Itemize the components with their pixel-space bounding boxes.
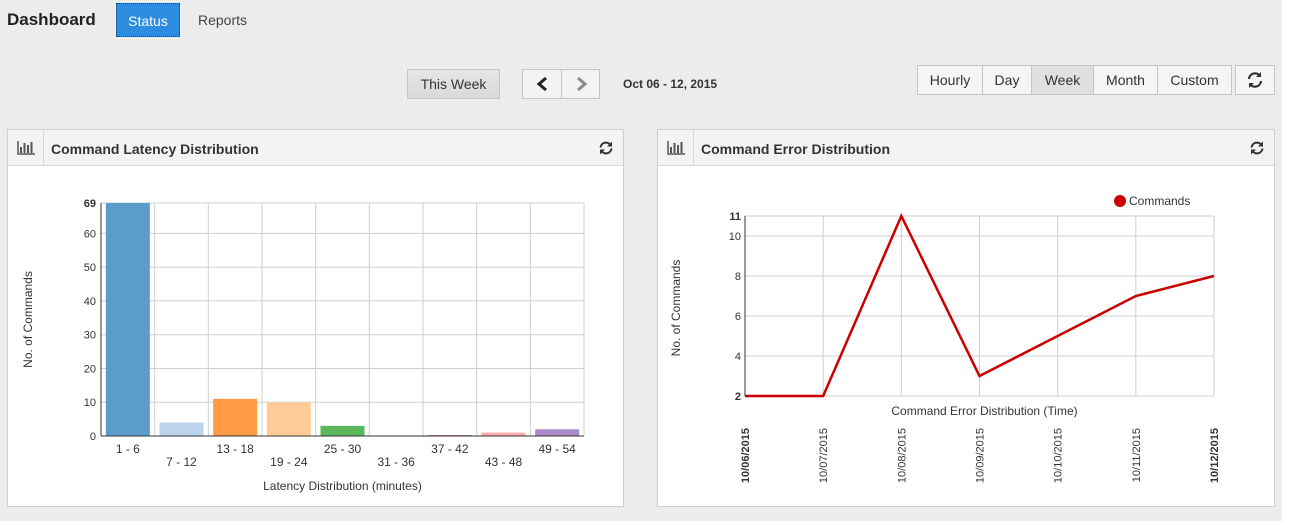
bar — [159, 422, 204, 436]
panel-refresh-icon[interactable] — [1249, 140, 1265, 156]
latency-panel-header: Command Latency Distribution — [8, 130, 623, 166]
y-tick-label: 40 — [84, 296, 96, 308]
scrollbar-gutter — [1282, 0, 1293, 521]
refresh-icon — [1247, 72, 1263, 88]
x-tick-label: 49 - 54 — [538, 442, 576, 456]
previous-week-button[interactable] — [523, 70, 562, 98]
latency-bar-chart: 0 10 20 30 40 50 60 69 1 - 6 7 - 12 13 - 18 19 - 24… — [21, 198, 585, 493]
bar — [213, 398, 258, 436]
y-tick-label: 8 — [735, 271, 741, 283]
tab-reports[interactable]: Reports — [198, 12, 248, 28]
bar — [105, 203, 150, 436]
x-tick-label: 19 - 24 — [270, 455, 308, 469]
refresh-button[interactable] — [1235, 65, 1275, 95]
y-tick-label: 11 — [729, 211, 741, 223]
bar — [481, 432, 526, 436]
y-tick-label: 2 — [735, 391, 741, 403]
x-tick-label: 10/10/2015 — [1053, 428, 1065, 483]
range-day-button[interactable]: Day — [983, 66, 1032, 94]
range-custom-button[interactable]: Custom — [1170, 72, 1219, 88]
latency-panel: Command Latency Distribution 0 10 20 30 40 50… — [7, 129, 624, 507]
chevron-left-icon — [536, 76, 547, 92]
bar — [427, 434, 472, 436]
x-tick-label: 10/11/2015 — [1131, 428, 1143, 482]
x-tick-label: 1 - 6 — [116, 442, 140, 456]
page-title: Dashboard — [7, 10, 96, 29]
bar — [320, 425, 365, 436]
y-axis-title: No. of Commands — [669, 260, 683, 357]
x-tick-label: 7 - 12 — [166, 455, 197, 469]
error-panel-header: Command Error Distribution — [658, 130, 1274, 166]
bar-chart-icon — [17, 141, 35, 155]
y-tick-label: 60 — [84, 228, 96, 240]
error-line-chart: 2 4 6 8 10 11 Commands Command Error Distributi… — [669, 194, 1221, 483]
x-tick-label: 31 - 36 — [377, 455, 415, 469]
week-navigation — [522, 69, 600, 99]
range-month-button[interactable]: Month — [1094, 66, 1158, 94]
x-tick-label: 37 - 42 — [431, 442, 469, 456]
error-panel: Command Error Distribution 2 4 6 8 10 11 Comma… — [657, 129, 1275, 507]
x-tick-label: 10/07/2015 — [818, 428, 830, 483]
x-tick-label: 13 - 18 — [216, 442, 254, 456]
this-week-button[interactable]: This Week — [407, 69, 500, 99]
bar-chart-icon — [667, 141, 685, 155]
x-tick-label: 10/06/2015 — [740, 428, 752, 483]
y-tick-label: 50 — [84, 262, 96, 274]
latency-panel-title: Command Latency Distribution — [51, 141, 259, 157]
x-tick-label: 10/12/2015 — [1209, 428, 1221, 483]
date-range-label: Oct 06 - 12, 2015 — [623, 77, 718, 91]
x-tick-label: 10/08/2015 — [896, 428, 908, 483]
x-axis-title: Latency Distribution (minutes) — [263, 479, 422, 493]
y-tick-label: 6 — [735, 311, 741, 323]
y-tick-label: 20 — [84, 363, 96, 375]
y-tick-label: 10 — [729, 231, 741, 243]
y-tick-label: 0 — [90, 431, 96, 443]
error-panel-title: Command Error Distribution — [701, 141, 891, 157]
x-tick-label: 10/09/2015 — [975, 428, 987, 483]
tab-status[interactable]: Status — [116, 3, 180, 37]
range-hourly-button[interactable]: Hourly — [918, 66, 983, 94]
x-axis-title: Command Error Distribution (Time) — [891, 404, 1077, 418]
bar — [535, 429, 580, 436]
y-axis-title: No. of Commands — [21, 271, 35, 368]
panel-refresh-icon[interactable] — [598, 140, 614, 156]
x-tick-label: 25 - 30 — [324, 442, 362, 456]
series-line-commands — [745, 213, 1215, 398]
x-tick-label: 43 - 48 — [485, 455, 523, 469]
range-selector: Hourly Day Week Month Custom — [917, 65, 1232, 95]
bar — [266, 402, 311, 436]
y-tick-label: 69 — [84, 198, 96, 210]
next-week-button[interactable] — [562, 70, 601, 98]
y-tick-label: 4 — [735, 351, 741, 363]
legend-marker — [1114, 195, 1126, 207]
legend-label: Commands — [1129, 194, 1190, 208]
range-week-button[interactable]: Week — [1032, 66, 1094, 94]
y-tick-label: 30 — [84, 330, 96, 342]
y-tick-label: 10 — [84, 397, 96, 409]
chevron-right-icon — [577, 76, 588, 92]
